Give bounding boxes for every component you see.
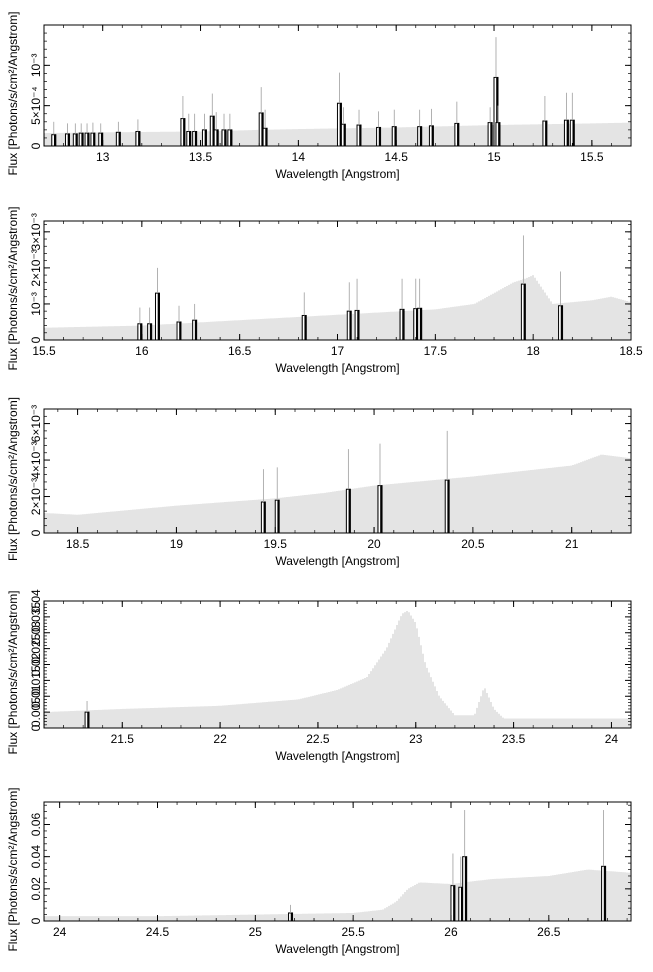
x-tick-label: 24.5 — [146, 925, 170, 939]
y-tick-label: 0.035 — [29, 602, 43, 632]
x-axis-title-3: Wavelength [Angstrom] — [275, 554, 399, 568]
x-tick-label: 22 — [213, 732, 227, 746]
y-tick-label: 10⁻³ — [29, 53, 43, 77]
y-tick-label: 0 — [29, 336, 43, 343]
model-spectrum-3 — [44, 454, 630, 533]
x-tick-label: 16 — [135, 344, 149, 358]
y-tick-label: 6×10⁻³ — [29, 405, 43, 442]
y-tick-label: 0.03 — [29, 621, 43, 645]
x-axis-title-4: Wavelength [Angstrom] — [275, 749, 399, 763]
panel-5: 24 24.5 25 25.5 26 26.5 0 0.02 0.04 0.06 Wavelen… — [6, 787, 632, 956]
x-tick-label: 18.5 — [66, 537, 90, 551]
x-ticks-3: 18.5 19 19.5 20 20.5 21 — [57, 409, 632, 551]
y-tick-label: 0 — [29, 529, 43, 536]
x-tick-label: 13 — [96, 150, 110, 164]
x-ticks-4: 21.5 22 22.5 23 23.5 24 — [43, 601, 632, 746]
model-spectrum-2 — [44, 275, 630, 340]
x-ticks-5: 24 24.5 25 25.5 26 26.5 — [53, 802, 628, 939]
y-tick-label: 0 — [29, 142, 43, 149]
x-axis-title-5: Wavelength [Angstrom] — [275, 942, 399, 956]
y-axis-title-1: Flux [Photons/s/cm²/Angstrom] — [6, 11, 20, 175]
y-tick-label: 0.02 — [29, 652, 43, 676]
y-tick-label: 0 — [29, 917, 43, 924]
y-ticks-3: 0 2×10⁻³4×10⁻³6×10⁻³ — [29, 405, 631, 536]
y-axis-title-5: Flux [Photons/s/cm²/Angstrom] — [6, 787, 20, 951]
x-tick-label: 25 — [249, 925, 263, 939]
x-tick-label: 26 — [444, 925, 458, 939]
y-tick-label: 10⁻³ — [29, 292, 43, 316]
y-axis-title-3: Flux [Photons/s/cm²/Angstrom] — [6, 397, 20, 561]
y-tick-label: 0.06 — [29, 813, 43, 837]
x-tick-label: 15.5 — [32, 344, 56, 358]
y-tick-label: 2×10⁻³ — [29, 478, 43, 515]
y-tick-label: 0.015 — [29, 665, 43, 695]
panel-4: 21.5 22 22.5 23 23.5 24 00.0050.010.0150.020.… — [6, 589, 632, 763]
x-tick-label: 21 — [565, 537, 579, 551]
x-tick-label: 14.5 — [385, 150, 409, 164]
plot-frame-4 — [43, 600, 632, 729]
x-tick-label: 18.5 — [619, 344, 643, 358]
x-tick-label: 20 — [367, 537, 381, 551]
x-tick-label: 23 — [409, 732, 423, 746]
x-tick-label: 19 — [170, 537, 184, 551]
panel-3: 18.5 19 19.5 20 20.5 21 0 2×10⁻³4×10⁻³6×10⁻³ W… — [6, 397, 632, 568]
x-axis-title-1: Wavelength [Angstrom] — [275, 167, 399, 181]
data-bins-4 — [84, 701, 90, 729]
x-tick-label: 16.5 — [228, 344, 252, 358]
y-tick-label: 0.02 — [29, 877, 43, 901]
y-tick-label: 2×10⁻³ — [29, 249, 43, 286]
x-tick-label: 24 — [53, 925, 67, 939]
y-tick-label: 0.04 — [29, 589, 43, 613]
x-tick-label: 20.5 — [461, 537, 485, 551]
plot-frame-5 — [43, 801, 632, 922]
x-tick-label: 17 — [331, 344, 345, 358]
data-bins-1 — [51, 37, 575, 147]
x-tick-label: 17.5 — [424, 344, 448, 358]
plot-frame-3 — [43, 408, 632, 534]
x-tick-label: 15 — [487, 150, 501, 164]
x-tick-label: 21.5 — [111, 732, 135, 746]
y-ticks-1: 0 5×10⁻⁴ 10⁻³ — [29, 24, 631, 149]
x-tick-label: 26.5 — [537, 925, 561, 939]
x-ticks-1: 13 13.5 14 14.5 15 15.5 — [43, 25, 632, 164]
data-bins-5 — [288, 810, 607, 922]
y-ticks-2: 0 10⁻³ 2×10⁻³3×10⁻³ — [29, 213, 631, 343]
y-tick-label: 3×10⁻³ — [29, 213, 43, 250]
y-ticks-5: 0 0.02 0.04 0.06 — [29, 804, 631, 924]
x-tick-label: 15.5 — [580, 150, 604, 164]
model-spectrum-5 — [44, 869, 630, 921]
x-tick-label: 18 — [526, 344, 540, 358]
model-spectrum-4 — [44, 611, 630, 728]
y-tick-label: 0.04 — [29, 845, 43, 869]
x-tick-label: 13.5 — [189, 150, 213, 164]
x-tick-label: 22.5 — [306, 732, 330, 746]
panel-2: 15.5 16 16.5 17 17.5 18 18.5 0 10⁻³ 2×10⁻³3×10⁻³… — [6, 206, 643, 375]
y-tick-label: 5×10⁻⁴ — [29, 86, 43, 125]
y-axis-title-4: Flux [Photons/s/cm²/Angstrom] — [6, 590, 20, 754]
x-tick-label: 24 — [605, 732, 619, 746]
x-tick-label: 23.5 — [502, 732, 526, 746]
y-tick-label: 0.005 — [29, 697, 43, 727]
y-tick-label: 0.01 — [29, 684, 43, 708]
y-tick-label: 0 — [29, 724, 43, 731]
x-axis-title-2: Wavelength [Angstrom] — [275, 361, 399, 375]
data-bins-3 — [260, 430, 450, 534]
y-tick-label: 0.025 — [29, 633, 43, 663]
y-tick-label: 4×10⁻³ — [29, 441, 43, 478]
x-tick-label: 19.5 — [264, 537, 288, 551]
x-tick-label: 25.5 — [341, 925, 365, 939]
panel-1: 13 13.5 14 14.5 15 15.5 0 5×10⁻⁴ 10⁻³ Wavelengt… — [6, 11, 632, 181]
y-axis-title-2: Flux [Photons/s/cm²/Angstrom] — [6, 206, 20, 370]
x-ticks-2: 15.5 16 16.5 17 17.5 18 18.5 — [32, 221, 643, 358]
x-tick-label: 14 — [292, 150, 306, 164]
